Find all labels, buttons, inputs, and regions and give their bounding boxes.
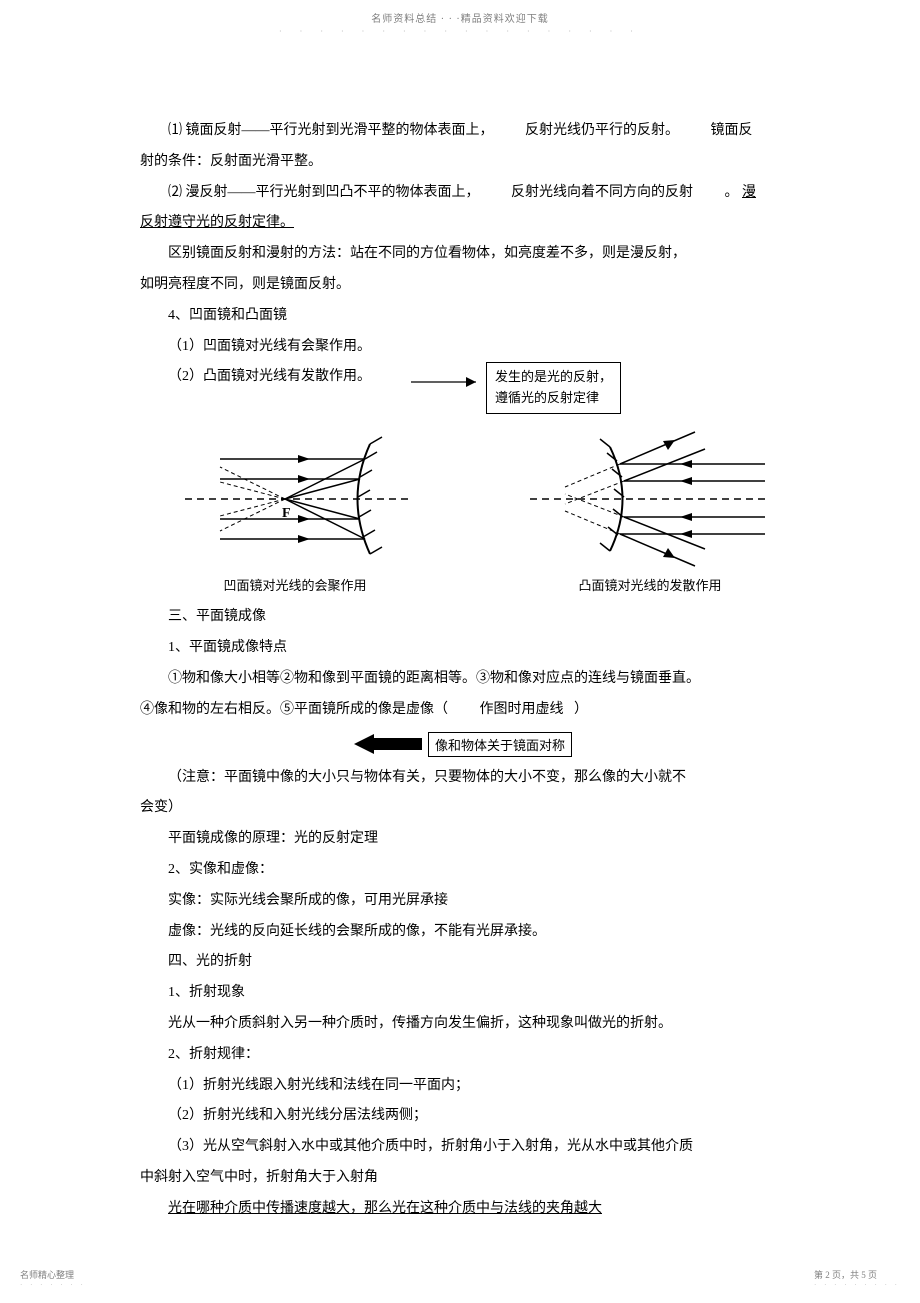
paragraph: （3）光从空气斜射入水中或其他介质中时，折射角小于入射角，光从水中或其他介质 bbox=[140, 1132, 780, 1163]
paragraph: ⑴ 镜面反射——平行光射到光滑平整的物体表面上， 反射光线仍平行的反射。 镜面反 bbox=[140, 116, 780, 147]
paragraph: （2）折射光线和入射光线分居法线两侧； bbox=[140, 1101, 780, 1132]
footer-right: 第 2 页，共 5 页 · · · · · · · · · bbox=[814, 1268, 900, 1289]
callout-box: 发生的是光的反射， 遵循光的反射定律 bbox=[486, 362, 621, 414]
document-page: 名师资料总结 · · ·精品资料欢迎下载 · · · · · · · · · ·… bbox=[0, 0, 920, 1303]
text: 。 bbox=[725, 185, 739, 200]
paragraph: 反射遵守光的反射定律。 bbox=[140, 208, 780, 239]
diagram-row: F 凹面镜对光线的会聚作用 bbox=[170, 429, 780, 594]
paragraph: （2）凸面镜对光线有发散作用。 bbox=[140, 362, 371, 393]
footer-right-text: 第 2 页，共 5 页 bbox=[814, 1268, 900, 1281]
paragraph: ④像和物的左右相反。⑤平面镜所成的像是虚像（ 作图时用虚线 ） bbox=[140, 695, 780, 726]
paragraph: ①物和像大小相等②物和像到平面镜的距离相等。③物和像对应点的连线与镜面垂直。 bbox=[140, 664, 780, 695]
paragraph: 如明亮程度不同，则是镜面反射。 bbox=[140, 270, 780, 301]
paragraph: 虚像：光线的反向延长线的会聚所成的像，不能有光屏承接。 bbox=[140, 917, 780, 948]
footer-left: 名师精心整理 · · · · · · · bbox=[20, 1268, 86, 1289]
header-main: 名师资料总结 · · ·精品资料欢迎下载 bbox=[140, 10, 780, 25]
symmetry-box: 像和物体关于镜面对称 bbox=[428, 732, 572, 757]
text: 反射光线向着不同方向的反射 bbox=[511, 185, 693, 200]
text: 镜面反 bbox=[711, 123, 753, 138]
paragraph: ⑵ 漫反射——平行光射到凹凸不平的物体表面上， 反射光线向着不同方向的反射 。 … bbox=[140, 178, 780, 209]
diagram-caption: 凹面镜对光线的会聚作用 bbox=[223, 575, 366, 594]
text: 作图时用虚线 bbox=[480, 702, 564, 717]
underline-text: 光在哪种介质中传播速度越大，那么光在这种介质中与法线的夹角越大 bbox=[168, 1201, 602, 1216]
text: ⑵ 漫反射——平行光射到凹凸不平的物体表面上， bbox=[168, 185, 480, 200]
heading: 四、光的折射 bbox=[140, 947, 780, 978]
text: ⑴ 镜面反射——平行光射到光滑平整的物体表面上， bbox=[168, 123, 494, 138]
focus-label: F bbox=[282, 506, 291, 521]
paragraph: 射的条件：反射面光滑平整。 bbox=[140, 147, 780, 178]
heading: 1、平面镜成像特点 bbox=[140, 633, 780, 664]
header-dots: · · · · · · · · · · · · · · · · · · bbox=[140, 27, 780, 36]
underline-text: 反射遵守光的反射定律。 bbox=[140, 215, 294, 230]
paragraph: 平面镜成像的原理：光的反射定理 bbox=[140, 824, 780, 855]
convex-mirror-svg bbox=[520, 429, 780, 569]
callout-line: 发生的是光的反射， bbox=[495, 367, 612, 388]
heading: 2、实像和虚像： bbox=[140, 855, 780, 886]
paragraph: 实像：实际光线会聚所成的像，可用光屏承接 bbox=[140, 886, 780, 917]
paragraph: 中斜射入空气中时，折射角大于入射角 bbox=[140, 1163, 780, 1194]
diagram-caption: 凸面镜对光线的发散作用 bbox=[578, 575, 721, 594]
text: 反射光线仍平行的反射。 bbox=[525, 123, 679, 138]
page-header: 名师资料总结 · · ·精品资料欢迎下载 · · · · · · · · · ·… bbox=[140, 10, 780, 36]
convex-mirror-diagram: 凸面镜对光线的发散作用 bbox=[520, 429, 780, 594]
paragraph: （1）凹面镜对光线有会聚作用。 bbox=[140, 332, 780, 363]
paragraph: 区别镜面反射和漫射的方法：站在不同的方位看物体，如亮度差不多，则是漫反射， bbox=[140, 239, 780, 270]
concave-mirror-diagram: F 凹面镜对光线的会聚作用 bbox=[170, 429, 420, 594]
footer-right-dots: · · · · · · · · · bbox=[814, 1281, 900, 1289]
paragraph: 光从一种介质斜射入另一种介质时，传播方向发生偏折，这种现象叫做光的折射。 bbox=[140, 1009, 780, 1040]
paragraph: （1）折射光线跟入射光线和法线在同一平面内； bbox=[140, 1071, 780, 1102]
callout-line: 遵循光的反射定律 bbox=[495, 388, 612, 409]
text: ） bbox=[574, 702, 588, 717]
underline-text: 漫 bbox=[742, 185, 756, 200]
heading: 1、折射现象 bbox=[140, 978, 780, 1009]
left-arrow-icon bbox=[348, 732, 428, 756]
heading: 4、凹面镜和凸面镜 bbox=[140, 301, 780, 332]
footer-left-text: 名师精心整理 bbox=[20, 1268, 86, 1281]
paragraph: 会变） bbox=[140, 793, 780, 824]
heading: 三、平面镜成像 bbox=[140, 602, 780, 633]
paragraph: （注意：平面镜中像的大小只与物体有关，只要物体的大小不变，那么像的大小就不 bbox=[140, 763, 780, 794]
footer-left-dots: · · · · · · · bbox=[20, 1281, 86, 1289]
text: ④像和物的左右相反。⑤平面镜所成的像是虚像（ bbox=[140, 702, 448, 717]
paragraph: 光在哪种介质中传播速度越大，那么光在这种介质中与法线的夹角越大 bbox=[140, 1194, 780, 1225]
symmetry-row: 像和物体关于镜面对称 bbox=[140, 732, 780, 757]
heading: 2、折射规律： bbox=[140, 1040, 780, 1071]
concave-mirror-svg: F bbox=[170, 429, 420, 569]
